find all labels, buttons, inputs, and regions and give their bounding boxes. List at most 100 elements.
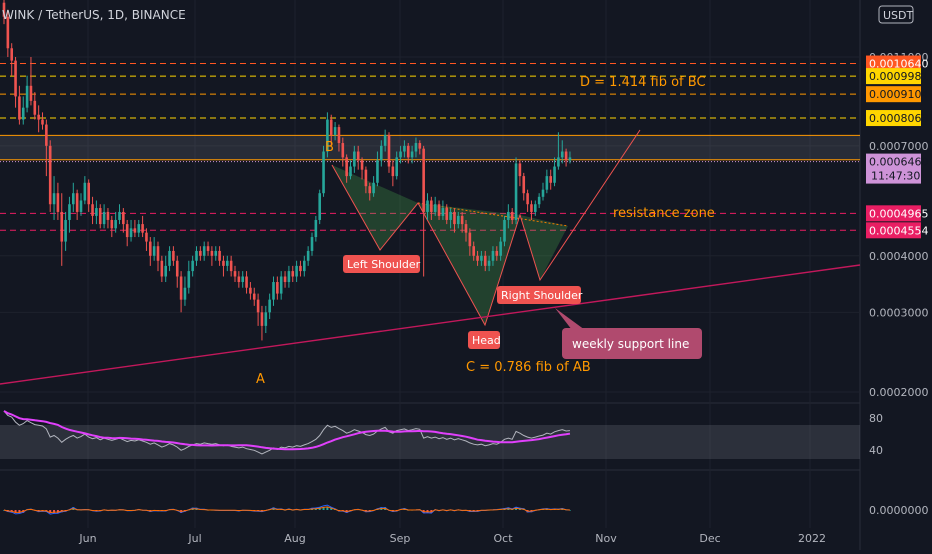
time-tick-4: Oct xyxy=(493,532,513,545)
macd-bar-13 xyxy=(53,510,56,513)
price-tick-1: 0.0007000 xyxy=(869,140,929,153)
candle-body-51 xyxy=(199,250,202,256)
level-tag-text-4: 0.0004965 xyxy=(869,207,929,220)
candle-body-45 xyxy=(175,260,179,277)
level-tag-text-1: 0.0009981 xyxy=(869,70,929,83)
level-tag-bg-4 xyxy=(866,205,921,222)
candle-body-28 xyxy=(110,219,114,229)
candle-body-57 xyxy=(222,260,225,266)
candle-body-92 xyxy=(356,151,360,161)
candle-body-143 xyxy=(553,166,556,183)
time-tick-2: Aug xyxy=(284,532,305,545)
candle-body-91 xyxy=(353,151,356,167)
candle-body-49 xyxy=(191,260,194,272)
rsi-ma-line xyxy=(3,410,571,451)
candle-body-52 xyxy=(202,246,206,256)
candle-body-5 xyxy=(21,107,25,120)
candle-body-93 xyxy=(360,160,364,170)
candle-body-103 xyxy=(399,151,402,158)
candle-body-125 xyxy=(483,255,487,266)
candle-body-61 xyxy=(237,276,241,283)
resistance-zone-label: resistance zone xyxy=(613,206,715,221)
level-tag-bg-2 xyxy=(866,86,921,103)
time-tick-5: Nov xyxy=(595,532,617,545)
label-left-shoulder: Left Shoulder xyxy=(343,255,421,273)
macd-tick-0: 0.0000000 xyxy=(869,504,929,517)
candle-body-58 xyxy=(226,260,229,266)
candle-body-74 xyxy=(287,271,291,283)
macd-bar-83 xyxy=(322,507,325,510)
candle-body-43 xyxy=(168,250,171,266)
candle-body-1 xyxy=(6,16,10,49)
candle-body-47 xyxy=(183,287,187,300)
candle-body-109 xyxy=(422,148,425,212)
candle-body-4 xyxy=(18,96,21,120)
macd-bar-84 xyxy=(326,507,329,510)
candle-body-22 xyxy=(87,182,90,205)
candle-body-116 xyxy=(449,211,452,220)
candle-body-84 xyxy=(326,119,329,152)
candle-body-53 xyxy=(206,246,210,251)
candle-body-111 xyxy=(430,200,433,212)
label-right-shoulder-text: Right Shoulder xyxy=(501,289,583,302)
candle-body-113 xyxy=(437,204,441,216)
rsi-band xyxy=(0,425,860,459)
rsi-line xyxy=(3,410,571,455)
resistance-zone-rect xyxy=(0,135,860,160)
candle-body-99 xyxy=(383,134,387,146)
candle-body-131 xyxy=(507,211,510,220)
candle-body-20 xyxy=(79,200,83,212)
candle-body-81 xyxy=(314,219,318,238)
annotation-d-fib: D = 1.414 fib of BC xyxy=(580,75,706,90)
level-tag-bg-3 xyxy=(866,110,921,127)
candle-body-80 xyxy=(310,237,314,251)
candle-body-140 xyxy=(541,189,545,197)
indicator-axes: 80 40 0.0000000 xyxy=(869,412,929,517)
candle-body-12 xyxy=(48,145,52,205)
candle-body-60 xyxy=(233,271,237,277)
candle-body-3 xyxy=(14,60,17,97)
currency-badge-text: USDT xyxy=(883,9,914,22)
candle-body-33 xyxy=(129,228,133,238)
candle-body-129 xyxy=(499,241,502,256)
candle-body-118 xyxy=(457,215,460,225)
pattern-left-shoulder-fill xyxy=(332,165,418,250)
level-tag-bg-0 xyxy=(866,55,921,72)
candle-body-127 xyxy=(491,250,495,261)
level-tag-bg-5 xyxy=(866,222,921,239)
candle-body-16 xyxy=(64,219,67,242)
candle-body-142 xyxy=(549,176,552,183)
candle-body-135 xyxy=(522,176,526,194)
currency-badge[interactable]: USDT xyxy=(878,5,914,24)
candle-body-76 xyxy=(295,265,298,277)
candle-body-144 xyxy=(557,157,560,167)
candle-body-18 xyxy=(72,193,75,205)
candle-body-134 xyxy=(518,163,522,177)
candle-body-62 xyxy=(241,276,244,283)
candle-body-108 xyxy=(418,143,422,149)
price-tick-4: 0.0002000 xyxy=(869,386,929,399)
candle-body-67 xyxy=(260,312,264,326)
current-price-countdown: 11:47:30 xyxy=(871,170,920,183)
candle-body-17 xyxy=(68,204,71,220)
candle-body-72 xyxy=(279,276,283,294)
candle-body-115 xyxy=(445,208,449,220)
candle-body-124 xyxy=(480,255,483,261)
candle-body-69 xyxy=(268,299,271,313)
candle-body-101 xyxy=(391,166,395,177)
candle-body-96 xyxy=(372,182,375,194)
candle-body-139 xyxy=(537,196,541,205)
time-tick-1: Jul xyxy=(187,532,201,545)
candle-body-24 xyxy=(95,208,98,216)
candle-body-6 xyxy=(25,85,29,108)
time-axis[interactable]: Jun Jul Aug Sep Oct Nov Dec 2022 xyxy=(78,532,826,545)
grid xyxy=(0,0,860,528)
candle-body-123 xyxy=(476,255,479,261)
annotation-c-fib: C = 0.786 fib of AB xyxy=(466,360,591,375)
candle-body-95 xyxy=(368,186,372,194)
candle-body-86 xyxy=(333,127,337,135)
candle-body-90 xyxy=(349,166,352,177)
